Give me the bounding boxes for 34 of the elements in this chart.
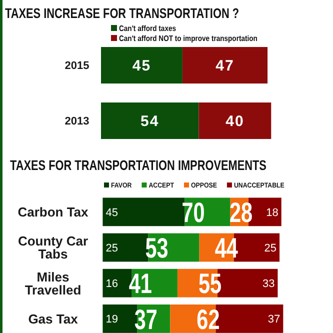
data-label: 47 <box>216 58 234 75</box>
data-label: 45 <box>106 206 118 219</box>
data-label: 19 <box>106 314 118 326</box>
legend-label: Can't afford NOT to improve transportation <box>119 33 258 44</box>
bar <box>101 102 199 139</box>
y-tick-label: County Car Tabs <box>18 234 88 262</box>
y-tick-label: 2015 <box>64 60 90 72</box>
bar <box>101 47 182 84</box>
y-tick-label: 2013 <box>64 116 90 128</box>
data-label: 33 <box>262 278 275 290</box>
annotation: 44 <box>214 234 238 264</box>
chart-title: TAXES INCREASE FOR TRANSPORTATION ? <box>5 6 240 22</box>
legend-label: Can't afford taxes <box>119 23 176 34</box>
annotation: 55 <box>198 269 222 300</box>
annotation: 28 <box>230 198 253 229</box>
data-label: 45 <box>132 58 152 75</box>
bar <box>198 102 272 139</box>
chart-title: TAXES FOR TRANSPORTATION IMPROVEMENTS <box>10 158 266 174</box>
y-tick-label: Gas Tax <box>28 311 79 326</box>
annotation: 41 <box>128 269 152 300</box>
data-label: 37 <box>268 314 280 326</box>
data-label: 54 <box>140 113 160 130</box>
data-label: 25 <box>264 242 277 254</box>
y-tick-label: Carbon Tax <box>18 204 90 220</box>
annotation: 62 <box>196 304 220 333</box>
data-label: 40 <box>226 113 244 130</box>
data-label: 25 <box>106 242 118 254</box>
annotation: 53 <box>145 234 168 264</box>
annotation: 70 <box>182 198 205 229</box>
data-label: 16 <box>106 278 118 290</box>
annotation: 37 <box>134 304 158 333</box>
y-tick-label: Miles Travelled <box>24 269 82 298</box>
data-label: 18 <box>266 206 278 219</box>
bar <box>182 47 268 84</box>
